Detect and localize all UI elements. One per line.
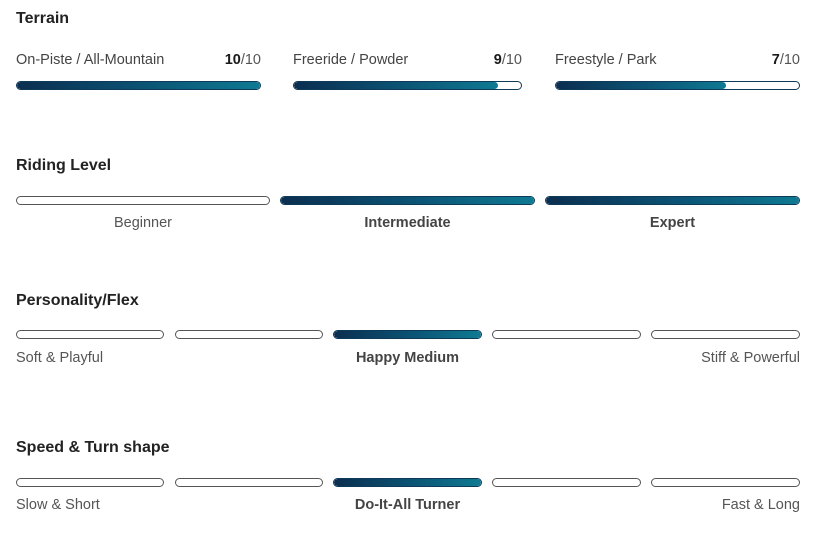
terrain-bar-freestyle: [555, 81, 800, 90]
speed-title: Speed & Turn shape: [16, 439, 170, 456]
flex-right-label: Stiff & Powerful: [701, 350, 800, 366]
riding-level-bar-beginner: [16, 196, 270, 205]
terrain-score-on-piste: 10/10: [224, 52, 261, 68]
speed-left-label: Slow & Short: [16, 497, 100, 513]
terrain-label-on-piste: On-Piste / All-Mountain: [16, 52, 165, 68]
riding-level-bar-intermediate: [280, 196, 535, 205]
flex-left-label: Soft & Playful: [16, 350, 104, 366]
terrain-title: Terrain: [16, 10, 70, 27]
speed-center-label: Do-It-All Turner: [354, 497, 461, 513]
flex-center-label: Happy Medium: [355, 350, 460, 366]
terrain-score-freestyle: 7/10: [771, 52, 800, 68]
speed-segment-3: [333, 478, 482, 487]
terrain-label-freestyle: Freestyle / Park: [555, 52, 657, 68]
flex-segment-5: [651, 330, 800, 339]
riding-level-label-intermediate: Intermediate: [364, 215, 451, 231]
flex-segment-4: [492, 330, 641, 339]
flex-segment-1: [16, 330, 164, 339]
riding-level-label-beginner: Beginner: [113, 215, 173, 231]
riding-level-bar-expert: [545, 196, 800, 205]
terrain-score-freeride: 9/10: [493, 52, 522, 68]
speed-segment-1: [16, 478, 164, 487]
speed-segment-3-fill: [334, 479, 481, 486]
terrain-bar-freeride: [293, 81, 522, 90]
speed-segment-5: [651, 478, 800, 487]
terrain-fill-freeride: [294, 82, 499, 89]
riding-level-fill-intermediate: [281, 197, 534, 204]
terrain-bar-on-piste: [16, 81, 261, 90]
speed-segment-4: [492, 478, 641, 487]
flex-segment-3: [333, 330, 482, 339]
terrain-label-freeride: Freeride / Powder: [293, 52, 409, 68]
riding-level-label-expert: Expert: [649, 215, 696, 231]
terrain-fill-freestyle: [556, 82, 727, 89]
speed-segment-2: [175, 478, 323, 487]
terrain-fill-on-piste: [17, 82, 260, 89]
flex-segment-3-fill: [334, 331, 481, 338]
flex-segment-2: [175, 330, 323, 339]
riding-level-title: Riding Level: [16, 157, 112, 174]
riding-level-fill-expert: [546, 197, 799, 204]
speed-right-label: Fast & Long: [721, 497, 800, 513]
flex-title: Personality/Flex: [16, 292, 139, 309]
